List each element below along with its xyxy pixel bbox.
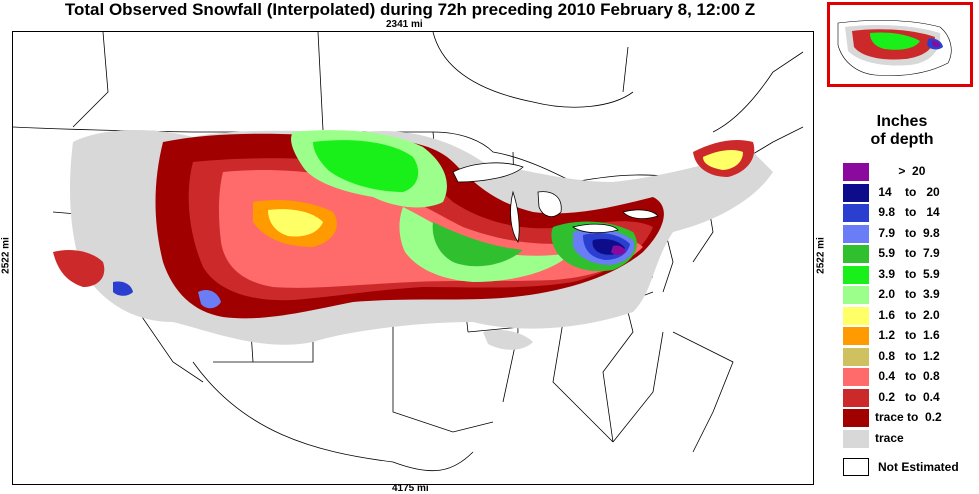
legend-item: 0.2 to 0.4 — [843, 388, 973, 408]
legend-label: 3.9 to 5.9 — [875, 266, 940, 281]
legend-label: 5.9 to 7.9 — [875, 246, 940, 260]
legend-label: 0.2 to 0.4 — [875, 389, 940, 404]
legend-title-line1: Inches — [876, 113, 928, 130]
legend-label: trace — [875, 430, 904, 445]
legend-label: 1.2 to 1.6 — [875, 328, 940, 342]
snowfall-map[interactable] — [12, 31, 814, 485]
legend-item: 1.6 to 2.0 — [843, 306, 973, 326]
legend-swatch — [843, 388, 869, 407]
legend-item: trace — [843, 429, 973, 449]
legend-label: 2.0 to 3.9 — [875, 287, 940, 301]
scale-left-label: 2522 mi — [0, 237, 12, 274]
legend-item: 3.9 to 5.9 — [843, 265, 973, 285]
legend-swatch — [843, 409, 869, 427]
legend-swatch — [843, 204, 869, 222]
not-estimated-label: Not Estimated — [878, 460, 959, 474]
map-canvas — [13, 32, 804, 472]
legend-title-line2: of depth — [870, 131, 934, 148]
not-estimated-swatch — [843, 458, 869, 476]
legend-swatch — [843, 347, 869, 366]
legend-swatch — [843, 265, 869, 284]
legend-label: trace to 0.2 — [875, 410, 942, 424]
scale-bottom-label: 4175 mi — [392, 483, 429, 494]
legend-label: 7.9 to 9.8 — [875, 225, 940, 240]
scale-top-label: 2341 mi — [386, 19, 423, 30]
great-lakes — [452, 162, 659, 243]
legend-swatch — [843, 245, 869, 263]
snowfall-fields — [53, 130, 773, 350]
legend-swatch — [843, 429, 869, 448]
legend-item: 0.8 to 1.2 — [843, 347, 973, 367]
legend-item: 2.0 to 3.9 — [843, 286, 973, 305]
legend-item: trace to 0.2 — [843, 409, 973, 428]
legend-label: 9.8 to 14 — [875, 205, 940, 219]
legend-label: 14 to 20 — [875, 184, 940, 199]
map-title: Total Observed Snowfall (Interpolated) d… — [64, 0, 756, 19]
inset-map — [837, 20, 952, 76]
legend-item: 0.4 to 0.8 — [843, 368, 973, 387]
legend-item: 14 to 20 — [843, 183, 973, 203]
legend-item: 7.9 to 9.8 — [843, 224, 973, 244]
legend-label: > 20 — [875, 164, 926, 178]
legend-label: 1.6 to 2.0 — [875, 307, 940, 322]
legend-item: 5.9 to 7.9 — [843, 245, 973, 264]
legend-label: 0.4 to 0.8 — [875, 369, 940, 383]
legend-item: 1.2 to 1.6 — [843, 327, 973, 346]
legend-label: 0.8 to 1.2 — [875, 348, 940, 363]
legend-swatch — [843, 224, 869, 243]
legend-swatch — [843, 368, 869, 386]
legend-swatch — [843, 306, 869, 325]
legend-swatch — [843, 286, 869, 304]
legend-item: > 20 — [843, 163, 973, 182]
scale-right-label: 2522 mi — [815, 237, 827, 274]
legend-title: Inches of depth — [830, 113, 974, 149]
overview-inset[interactable] — [827, 2, 973, 87]
legend-swatch — [843, 327, 869, 345]
legend-swatch — [843, 183, 869, 202]
legend-item: 9.8 to 14 — [843, 204, 973, 223]
legend-swatch — [843, 163, 869, 181]
